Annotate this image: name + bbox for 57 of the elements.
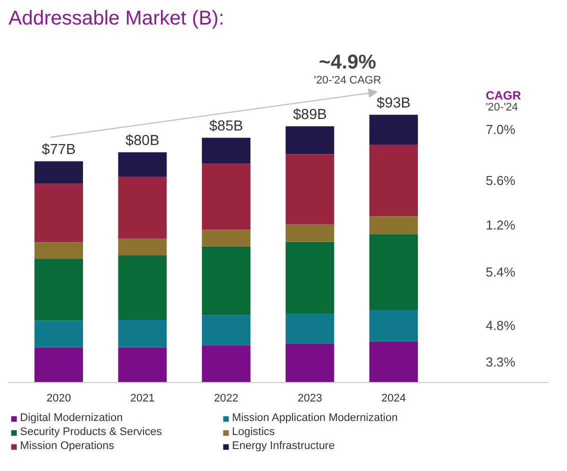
bar — [34, 347, 84, 382]
bar — [118, 255, 167, 320]
bar — [286, 126, 334, 154]
bar — [34, 184, 84, 242]
legend-label: Logistics — [232, 426, 276, 438]
bar — [202, 345, 250, 382]
text: 5.6% — [486, 172, 516, 188]
annotation: $93B — [376, 96, 411, 112]
text: '20-'24 — [486, 101, 518, 114]
bar — [34, 242, 84, 259]
text: ~4.9% — [318, 51, 376, 74]
bar — [118, 152, 167, 177]
bar — [369, 216, 418, 234]
bar — [369, 234, 418, 310]
bar — [202, 230, 250, 246]
bar — [202, 164, 250, 230]
text: '20-'24 CAGR — [314, 74, 382, 87]
legend-label: Digital Modernization — [20, 412, 124, 424]
bar — [369, 114, 418, 144]
x-tick-label: 2021 — [130, 392, 155, 404]
bar — [286, 154, 334, 224]
bar — [369, 341, 418, 382]
bar — [118, 176, 167, 239]
text: 7.0% — [486, 122, 516, 138]
bar — [286, 344, 334, 382]
annotation: $89B — [292, 107, 327, 124]
bar — [286, 224, 334, 242]
bar — [118, 347, 167, 382]
bar — [202, 138, 250, 164]
bar — [369, 144, 418, 216]
bar — [118, 238, 167, 256]
bar — [286, 314, 334, 344]
annotation: $85B — [209, 118, 244, 135]
bar — [118, 320, 167, 348]
x-tick-label: 2020 — [46, 392, 71, 404]
bar — [34, 161, 84, 184]
bar — [369, 310, 418, 342]
bar — [286, 242, 334, 314]
text: 4.8% — [486, 318, 516, 334]
legend-label: Mission Operations — [20, 440, 116, 452]
legend-label: Security Products & Services — [20, 426, 163, 438]
bar — [34, 320, 84, 348]
text: 5.4% — [486, 264, 516, 280]
bar — [202, 246, 250, 316]
annotation: $80B — [126, 132, 160, 149]
text: 1.2% — [486, 218, 516, 233]
bar — [202, 315, 250, 346]
bar — [34, 258, 84, 321]
annotation: $77B — [42, 142, 76, 158]
x-tick-label: 2022 — [214, 392, 238, 404]
chart-title: Addressable Market (B): — [8, 8, 224, 30]
text: CAGR — [486, 88, 522, 103]
legend-label: Energy Infrastructure — [232, 440, 336, 452]
x-tick-label: 2024 — [381, 392, 406, 404]
x-tick-label: 2023 — [298, 392, 322, 404]
text: 3.3% — [486, 354, 516, 370]
legend-label: Mission Application Modernization — [232, 412, 399, 424]
